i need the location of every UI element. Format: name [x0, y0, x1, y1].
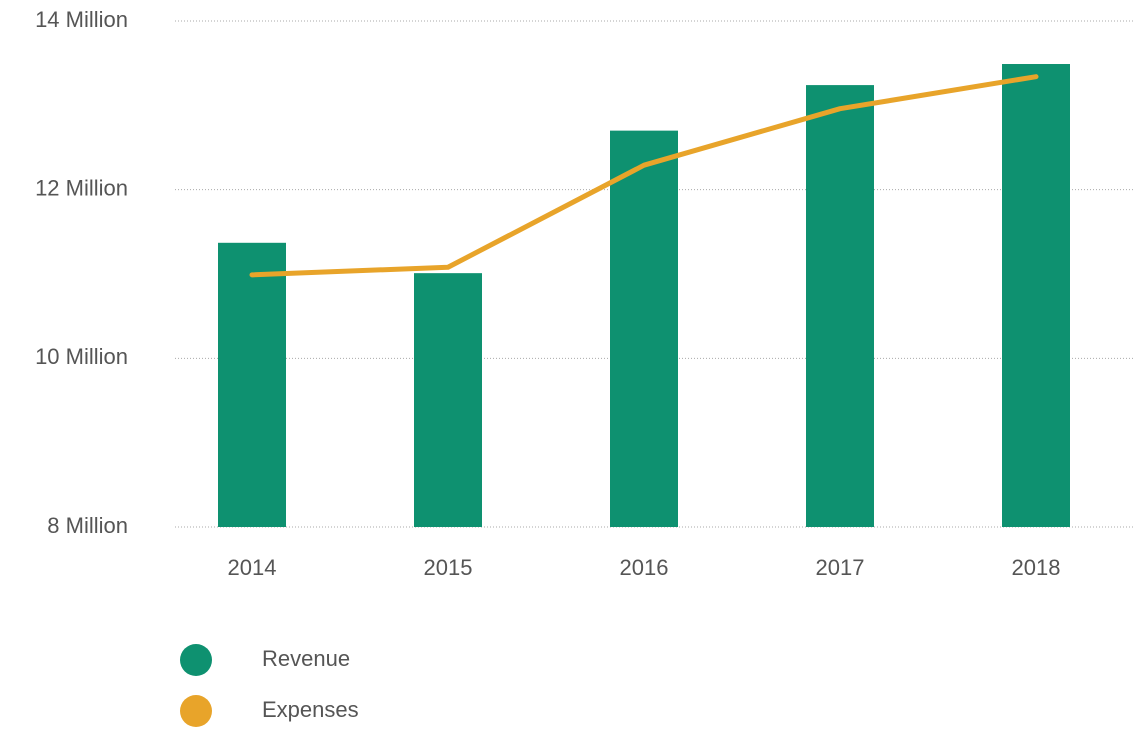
bar — [806, 85, 874, 528]
legend-label: Expenses — [262, 697, 359, 722]
line — [249, 74, 1039, 278]
y-tick-label: 14 Million — [35, 7, 128, 32]
bar — [218, 242, 286, 527]
x-tick-label: 2017 — [816, 555, 865, 580]
x-tick-label: 2014 — [228, 555, 277, 580]
x-tick-label: 2016 — [620, 555, 669, 580]
legend-label: Revenue — [262, 646, 350, 671]
bar — [1002, 64, 1070, 527]
y-tick-label: 12 Million — [35, 175, 128, 200]
legend-swatch — [180, 695, 212, 727]
y-tick-label: 8 Million — [47, 513, 128, 538]
bar — [414, 273, 482, 527]
x-tick-label: 2018 — [1012, 555, 1061, 580]
bar — [610, 130, 678, 527]
y-tick-label: 10 Million — [35, 344, 128, 369]
x-tick-label: 2015 — [424, 555, 473, 580]
legend-swatch — [180, 644, 212, 676]
